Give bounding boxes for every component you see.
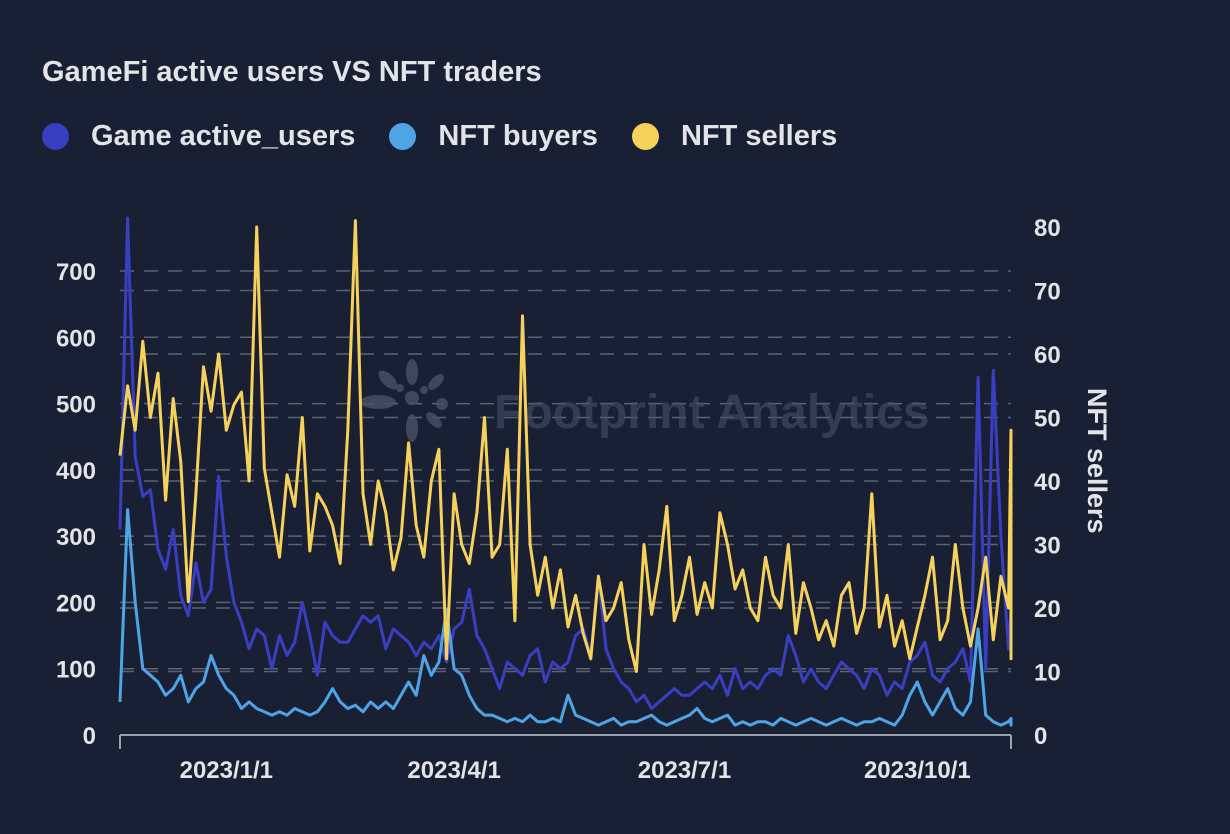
- legend-item-game-active-users[interactable]: Game active_users: [42, 120, 355, 153]
- y-left-tick-label: 300: [56, 524, 96, 551]
- y-right-tick-label: 60: [1034, 342, 1061, 369]
- gridlines: [120, 270, 1011, 673]
- y-left-tick-label: 400: [56, 458, 96, 485]
- y-right-tick-label: 10: [1034, 660, 1061, 687]
- watermark-text: Footprint Analytics: [494, 386, 930, 439]
- x-tick-label: 2023/7/1: [638, 757, 731, 784]
- x-axis-ticks: 2023/1/1 2023/4/1 2023/7/1 2023/10/1: [180, 757, 971, 784]
- series-lines: [118, 216, 1013, 727]
- series-line-nft-sellers: [118, 219, 1013, 673]
- x-tick-label: 2023/1/1: [180, 757, 273, 784]
- legend-dot-game-active-users-icon: [42, 123, 69, 150]
- y-left-tick-label: 700: [56, 259, 96, 286]
- y-left-tick-label: 500: [56, 392, 96, 419]
- y-right-tick-label: 50: [1034, 406, 1061, 433]
- y-left-tick-label: 600: [56, 325, 96, 352]
- series-line-nft-buyers: [118, 508, 1013, 727]
- footprint-logo-icon: [360, 359, 448, 442]
- x-axis: [119, 734, 1012, 749]
- y-right-tick-label: 70: [1034, 279, 1061, 306]
- y-right-tick-label: 30: [1034, 533, 1061, 560]
- legend: Game active_users NFT buyers NFT sellers: [42, 120, 871, 153]
- legend-label: NFT sellers: [680, 120, 838, 152]
- y-left-tick-label: 100: [56, 657, 96, 684]
- legend-dot-nft-sellers-icon: [631, 123, 659, 150]
- y-left-tick-label: 200: [56, 590, 96, 617]
- right-axis-title: NFT sellers: [1082, 388, 1112, 534]
- x-tick-label: 2023/10/1: [864, 757, 971, 784]
- legend-item-nft-sellers[interactable]: NFT sellers: [631, 120, 838, 153]
- legend-dot-nft-buyers-icon: [389, 123, 417, 150]
- x-tick-label: 2023/4/1: [407, 757, 500, 784]
- y-right-tick-label: 0: [1034, 723, 1047, 750]
- legend-item-nft-buyers[interactable]: NFT buyers: [389, 120, 598, 153]
- legend-label: Game active_users: [91, 120, 356, 152]
- y-axis-right: 0 10 20 30 40 50 60 70 80: [1034, 215, 1061, 750]
- watermark: Footprint Analytics: [360, 359, 930, 442]
- y-axis-left: 0 100 200 300 400 500 600 700: [56, 259, 96, 750]
- chart-title: GameFi active users VS NFT traders: [42, 56, 542, 88]
- legend-label: NFT buyers: [438, 120, 598, 152]
- series-line-game-active-users: [118, 216, 1013, 710]
- y-left-tick-label: 0: [83, 723, 96, 750]
- y-right-tick-label: 40: [1034, 469, 1061, 496]
- y-right-tick-label: 80: [1034, 215, 1061, 242]
- y-right-tick-label: 20: [1034, 596, 1061, 623]
